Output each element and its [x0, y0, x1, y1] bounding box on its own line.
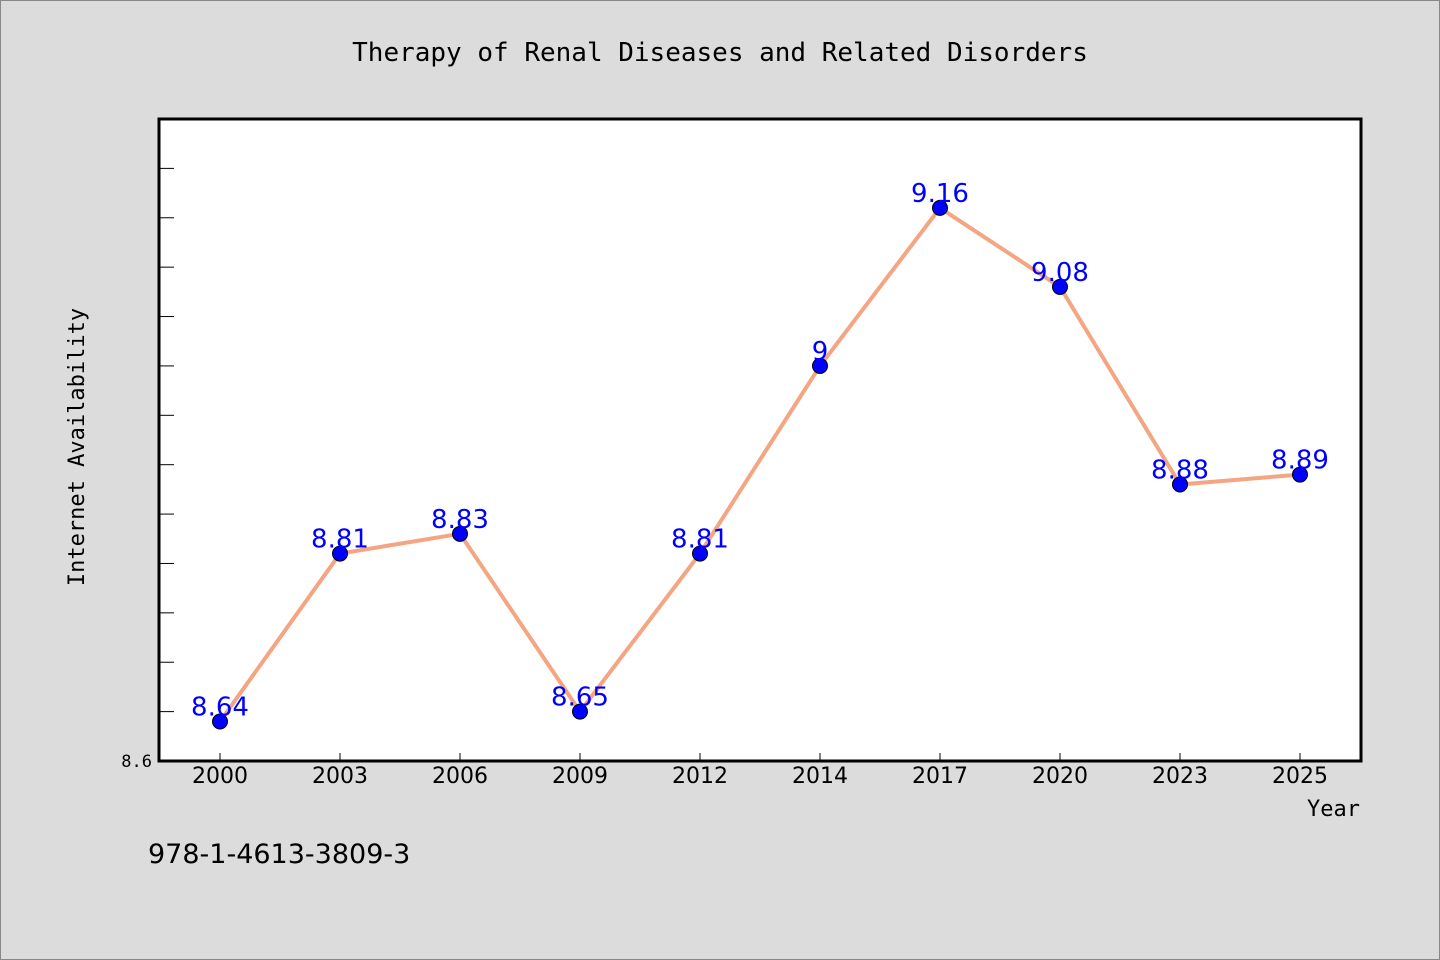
x-tick-label: 2023 [1152, 764, 1208, 789]
x-tick-label: 2025 [1272, 764, 1328, 789]
y-axis-label: Internet Availability [65, 308, 90, 586]
data-point [812, 357, 828, 374]
series-group: 8.64 8.81 8.83 8.65 8.81 9 9.16 9.08 8.88 8.89 [191, 179, 1329, 730]
y-axis-ticks [159, 167, 174, 762]
series-line [218, 205, 1302, 724]
data-point [212, 713, 228, 730]
chart-title: Therapy of Renal Diseases and Related Di… [352, 38, 1088, 68]
data-label: 9.16 [911, 179, 969, 209]
data-label: 9 [812, 337, 829, 367]
data-label: 8.83 [431, 505, 489, 535]
x-tick-label: 2012 [672, 764, 728, 789]
data-label: 9.08 [1031, 258, 1089, 288]
data-label: 8.88 [1151, 455, 1209, 485]
data-point [572, 703, 588, 720]
plot-area [157, 117, 1363, 763]
data-label: 8.81 [671, 525, 729, 555]
data-label: 8.64 [191, 692, 249, 722]
data-point [1172, 476, 1188, 493]
y-tick-label: 8.6 [121, 752, 152, 772]
data-label: 8.81 [311, 525, 369, 555]
data-label: 8.89 [1271, 446, 1329, 476]
x-tick-label: 2020 [1032, 764, 1088, 789]
x-tick-label: 2017 [912, 764, 968, 789]
x-tick-label: 2006 [432, 764, 488, 789]
data-point [692, 545, 708, 562]
x-axis-ticks: 2000 2003 2006 2009 2012 2014 2017 2020 2023 2025 [192, 753, 1328, 789]
data-point [1052, 278, 1068, 295]
x-tick-label: 2009 [552, 764, 608, 789]
x-tick-label: 2003 [312, 764, 368, 789]
data-point [1292, 466, 1308, 483]
data-point [452, 525, 468, 542]
data-point [332, 545, 348, 562]
data-point [932, 199, 948, 216]
x-tick-label: 2000 [192, 764, 248, 789]
x-axis-label: Year [1307, 797, 1360, 822]
isbn-label: 978-1-4613-3809-3 [148, 839, 410, 870]
data-label: 8.65 [551, 683, 609, 713]
x-tick-label: 2014 [792, 764, 848, 789]
